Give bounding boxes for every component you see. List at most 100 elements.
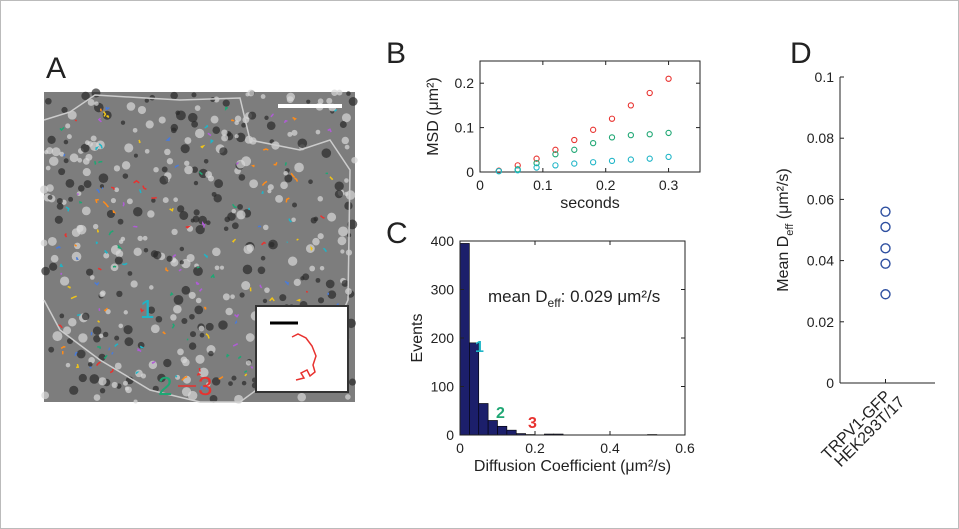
speckle (222, 293, 230, 301)
speckle (284, 174, 293, 183)
histogram-bar (506, 429, 517, 436)
trajectory (232, 343, 239, 347)
speckle (345, 394, 351, 400)
speckle (341, 113, 351, 123)
data-point (880, 221, 891, 233)
speckle (48, 346, 55, 353)
trajectory (290, 172, 296, 178)
speckle (305, 244, 315, 253)
speckle (315, 277, 321, 283)
speckle (52, 331, 63, 342)
speckle (155, 315, 163, 323)
speckle (212, 247, 221, 257)
speckle (315, 129, 321, 135)
speckle (205, 322, 214, 331)
speckle (103, 252, 110, 259)
speckle (287, 256, 298, 266)
speckle (81, 312, 90, 321)
panel-label: B (386, 37, 406, 70)
trajectory (94, 160, 97, 166)
speckle (68, 317, 77, 327)
y-axis-label-subscript: eff (784, 223, 796, 236)
speckle (86, 268, 94, 276)
speckle (231, 222, 239, 230)
speckle (65, 123, 71, 129)
speckle (334, 190, 344, 199)
trajectory (108, 230, 114, 236)
speckle (124, 337, 134, 347)
speckle (59, 151, 65, 157)
speckle (117, 218, 124, 225)
speckle (82, 168, 91, 177)
trajectory (165, 267, 169, 272)
speckle (84, 140, 90, 146)
trajectory (165, 137, 171, 141)
trajectory (59, 263, 63, 268)
speckle (162, 197, 169, 204)
speckle (192, 215, 200, 223)
trajectory (74, 244, 78, 247)
speckle (341, 136, 349, 145)
trajectory (322, 248, 328, 253)
speckle (227, 212, 236, 221)
speckle (99, 184, 105, 189)
speckle (173, 304, 182, 314)
speckle (231, 375, 237, 381)
trajectory (97, 267, 102, 271)
trajectory (262, 148, 269, 151)
speckle (327, 212, 337, 222)
speckle (125, 386, 132, 394)
speckle (199, 332, 205, 338)
data-point (552, 146, 559, 153)
speckle (245, 333, 255, 342)
axes-box (479, 60, 701, 173)
y-axis-label: MSD (μm²) (425, 77, 442, 156)
trajectory (283, 119, 288, 124)
trajectory (94, 198, 99, 204)
y-axis-label-text: (μm²/s) (775, 168, 792, 223)
speckle (208, 350, 214, 357)
speckle (302, 273, 310, 281)
speckle (77, 185, 85, 192)
speckle (198, 325, 205, 332)
speckle (111, 381, 118, 388)
trajectory (112, 209, 117, 214)
speckle (63, 139, 69, 145)
speckle (87, 99, 95, 106)
trajectory (292, 116, 297, 121)
data-point (571, 160, 578, 167)
trajectory (174, 164, 179, 169)
data-point (665, 129, 672, 137)
speckle (126, 198, 133, 205)
trajectory (104, 249, 108, 254)
speckle (47, 135, 56, 144)
trajectory (63, 153, 66, 157)
speckle (118, 239, 124, 244)
trajectory (75, 256, 79, 260)
speckle (164, 148, 171, 156)
speckle (221, 134, 229, 142)
speckle (121, 161, 131, 170)
y-tick-label: 0 (466, 164, 474, 180)
data-point (589, 159, 597, 166)
speckle (80, 143, 90, 153)
trajectory (329, 176, 334, 181)
speckle (161, 166, 168, 173)
annotation: mean Deff: 0.029 μm²/s (488, 287, 660, 310)
speckle (241, 122, 247, 128)
trajectory (117, 244, 123, 250)
speckle (334, 181, 344, 191)
trajectory (95, 361, 101, 367)
speckle (344, 178, 349, 183)
data-point (646, 89, 653, 97)
speckle (205, 171, 213, 179)
speckle (191, 166, 198, 173)
trajectory (122, 202, 125, 207)
y-tick-label: 0.06 (807, 191, 834, 207)
speckle (65, 362, 71, 368)
speckle (186, 254, 195, 263)
speckle (313, 216, 319, 222)
trajectory (90, 332, 93, 336)
y-axis-label: Events (409, 314, 426, 363)
y-tick-label: 100 (431, 379, 455, 395)
